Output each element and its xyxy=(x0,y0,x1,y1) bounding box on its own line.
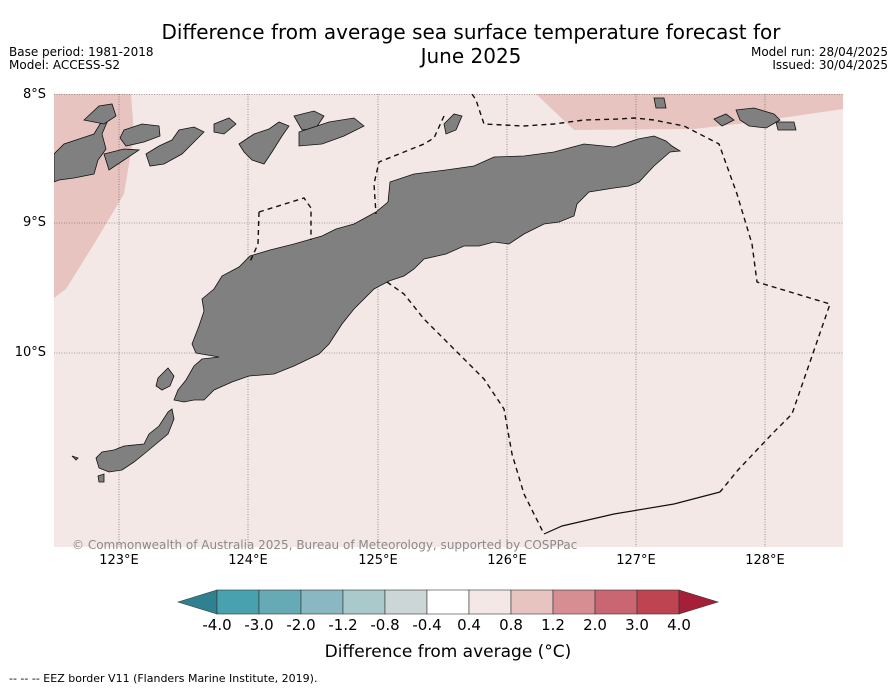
cb-tick: 4.0 xyxy=(667,616,691,634)
colorbar-cell xyxy=(468,589,512,615)
eez-timor-leste-south xyxy=(471,94,831,493)
map-grid xyxy=(54,94,843,547)
colorbar-arrow-low xyxy=(176,589,218,615)
cb-tick: 3.0 xyxy=(625,616,649,634)
colorbar-cell xyxy=(552,589,596,615)
island-lakor xyxy=(775,121,797,131)
cb-tick: -0.8 xyxy=(370,616,400,634)
island-semau xyxy=(155,367,175,391)
cb-tick: 1.2 xyxy=(541,616,565,634)
meta-left: Base period: 1981-2018 Model: ACCESS-S2 xyxy=(9,46,154,72)
colorbar xyxy=(176,588,721,620)
warm-anomaly-north xyxy=(536,94,843,130)
island-small-1 xyxy=(83,103,117,125)
island-kisar xyxy=(653,97,667,109)
chart-title: Difference from average sea surface temp… xyxy=(0,20,896,68)
copyright-notice: © Commonwealth of Australia 2025, Bureau… xyxy=(72,538,578,552)
cb-tick: -0.4 xyxy=(412,616,442,634)
sst-anomaly-map xyxy=(54,94,843,547)
colorbar-cell xyxy=(636,589,680,615)
colorbar-arrow-high xyxy=(678,589,720,615)
land xyxy=(54,97,797,483)
lon-tick-128e: 128°E xyxy=(745,553,785,568)
island-moa xyxy=(735,107,781,129)
base-period: Base period: 1981-2018 xyxy=(9,45,154,59)
cb-tick: -3.0 xyxy=(244,616,274,634)
colorbar-cell xyxy=(426,589,470,615)
cb-tick: -1.2 xyxy=(328,616,358,634)
model-name: Model: ACCESS-S2 xyxy=(9,58,121,72)
lat-tick-8s: 8°S xyxy=(22,87,46,102)
colorbar-cell xyxy=(384,589,428,615)
lon-tick-123e: 123°E xyxy=(99,553,139,568)
colorbar-cell xyxy=(594,589,638,615)
eez-solid-south xyxy=(543,491,721,535)
island-dot xyxy=(71,455,79,461)
cb-tick: -4.0 xyxy=(202,616,232,634)
island-alor xyxy=(54,119,109,183)
island-rote xyxy=(95,408,175,473)
colorbar-ticks: -4.0 -3.0 -2.0 -1.2 -0.8 -0.4 0.4 0.8 1.… xyxy=(0,616,896,636)
timor-island xyxy=(173,135,682,403)
cb-tick: 2.0 xyxy=(583,616,607,634)
island-leti xyxy=(713,113,735,127)
colorbar-cell xyxy=(258,589,302,615)
island-wetar-west xyxy=(145,126,205,167)
island-wetar-east xyxy=(298,117,365,147)
lon-tick-126e: 126°E xyxy=(487,553,527,568)
island-small-3 xyxy=(103,148,141,171)
eez-footnote: -- -- -- EEZ border V11 (Flanders Marine… xyxy=(9,672,318,685)
lon-tick-125e: 125°E xyxy=(358,553,398,568)
island-ndao xyxy=(97,473,105,483)
issued-date: Issued: 30/04/2025 xyxy=(772,58,888,72)
map-svg xyxy=(54,94,843,547)
colorbar-label: Difference from average (°C) xyxy=(324,642,572,662)
colorbar-cell xyxy=(510,589,554,615)
colorbar-svg xyxy=(176,589,720,615)
ocean-background xyxy=(54,94,843,547)
title-line-1: Difference from average sea surface temp… xyxy=(161,20,781,44)
cb-tick: 0.8 xyxy=(499,616,523,634)
lon-tick-127e: 127°E xyxy=(616,553,656,568)
island-small-2 xyxy=(119,123,161,147)
cb-tick: -2.0 xyxy=(286,616,316,634)
eez-south-west xyxy=(386,281,545,535)
colorbar-cell xyxy=(216,589,260,615)
eez-oecusse xyxy=(258,197,312,240)
eez-borders xyxy=(248,94,831,535)
colorbar-cell xyxy=(342,589,386,615)
island-small-4 xyxy=(213,117,237,135)
island-atauro xyxy=(443,113,463,135)
island-wetar xyxy=(238,121,290,165)
eez-northwest xyxy=(373,115,445,215)
cb-tick: 0.4 xyxy=(457,616,481,634)
lon-tick-124e: 124°E xyxy=(228,553,268,568)
island-small-5 xyxy=(293,110,325,131)
meta-right: Model run: 28/04/2025 Issued: 30/04/2025 xyxy=(751,46,888,72)
lat-tick-10s: 10°S xyxy=(14,345,46,360)
lat-tick-9s: 9°S xyxy=(22,215,46,230)
title-line-2: June 2025 xyxy=(420,44,522,68)
eez-oecusse-west xyxy=(248,211,260,265)
model-run: Model run: 28/04/2025 xyxy=(750,45,888,59)
colorbar-cell xyxy=(300,589,344,615)
